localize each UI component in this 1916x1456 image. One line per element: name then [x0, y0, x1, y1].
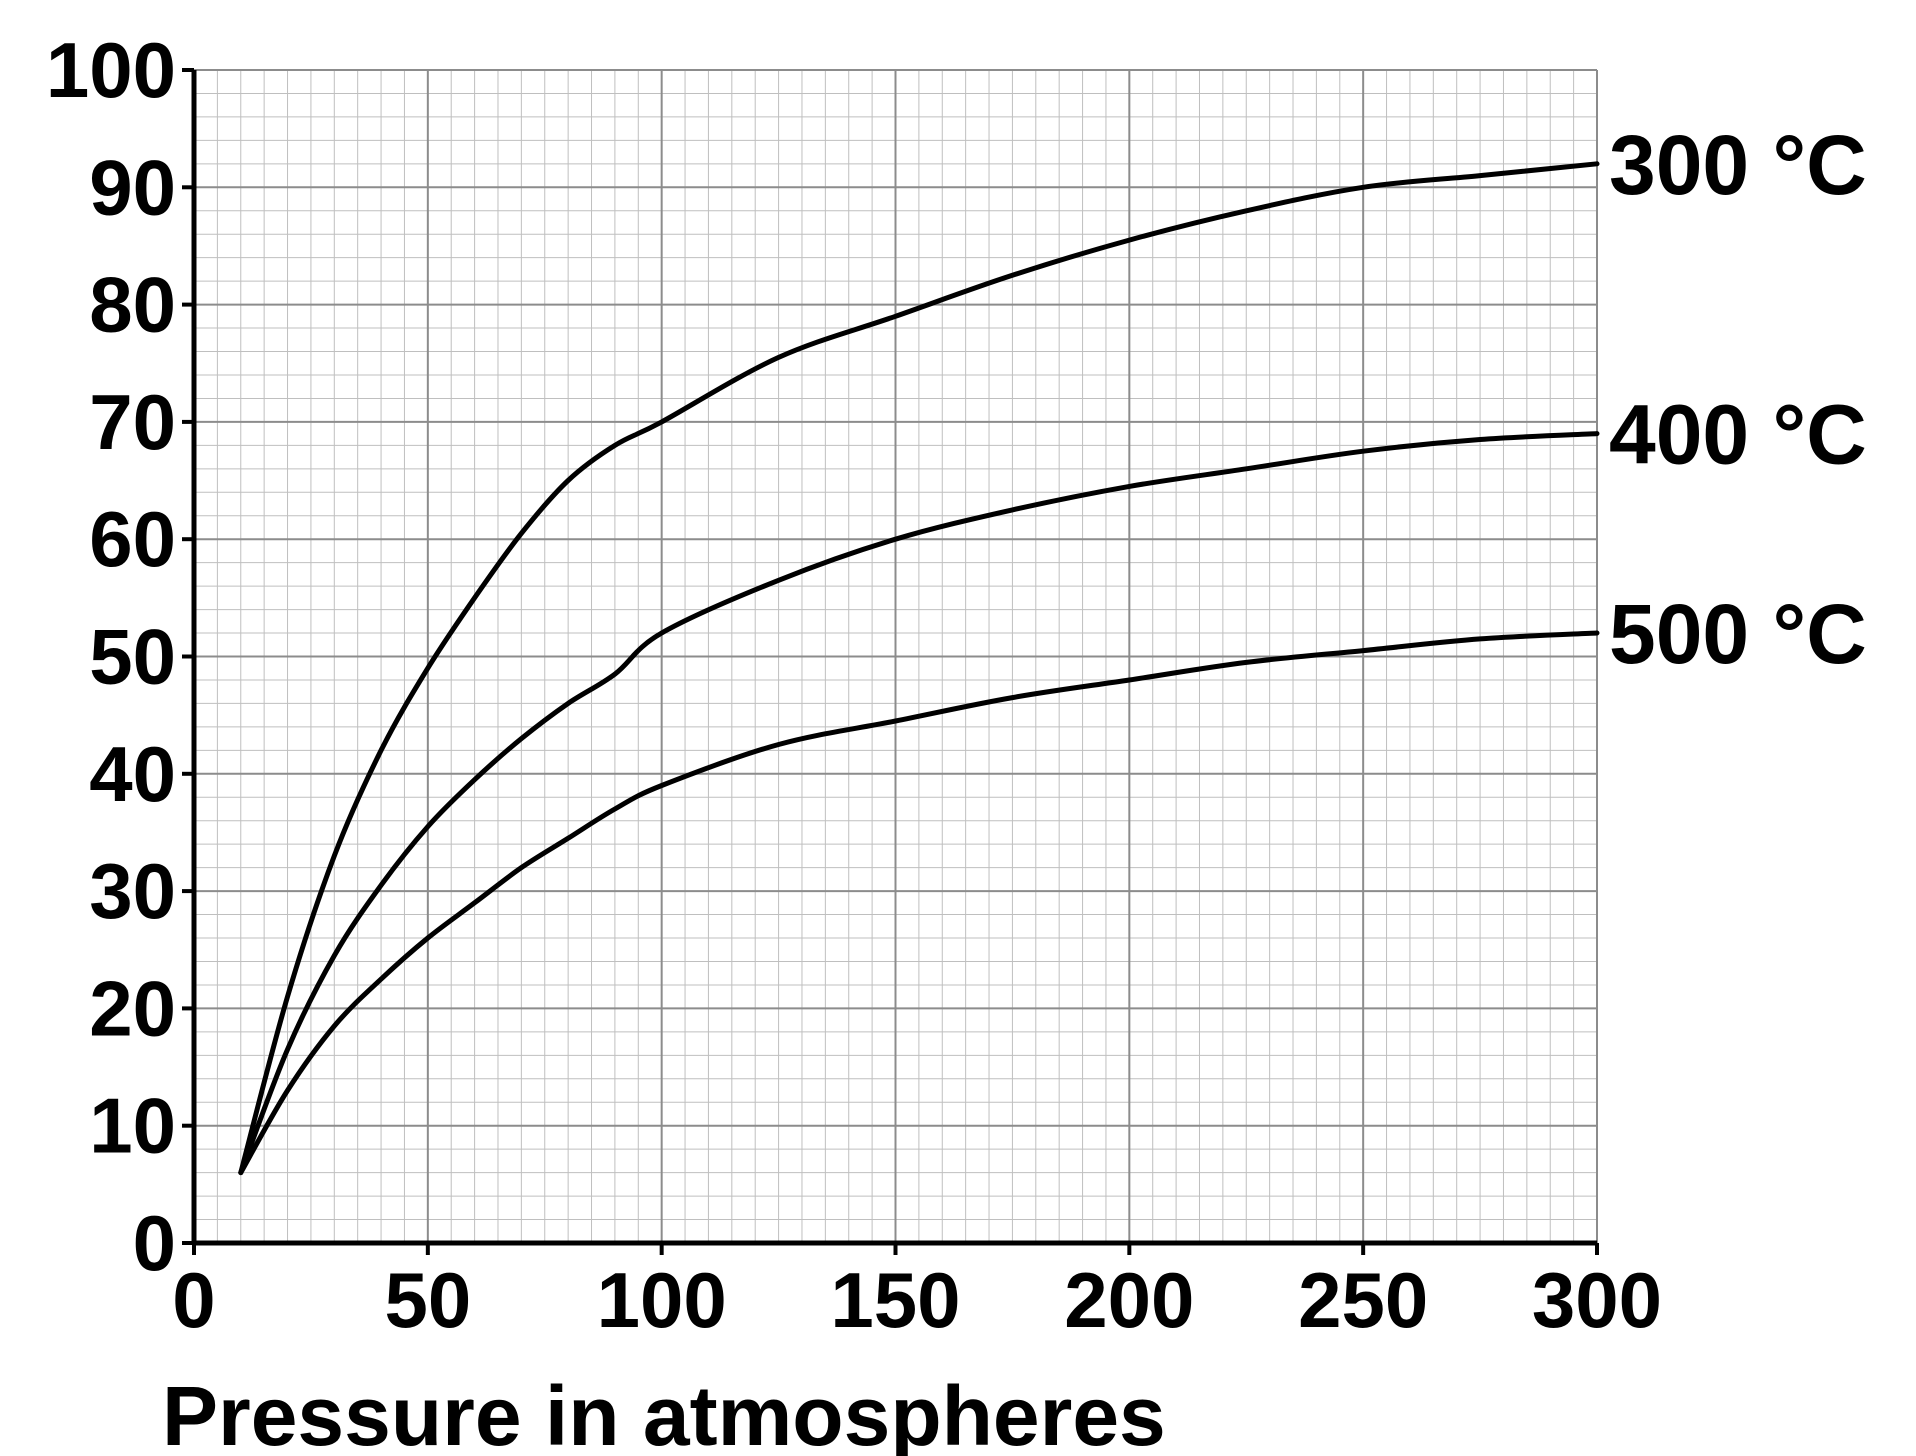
x-tick-label: 200	[1064, 1256, 1194, 1344]
y-tick-label: 60	[89, 495, 176, 583]
x-tick-label: 300	[1532, 1256, 1662, 1344]
y-tick-label: 40	[89, 730, 176, 818]
y-tick-label: 70	[89, 378, 176, 466]
x-tick-label: 250	[1298, 1256, 1428, 1344]
series-label-500-c: 500 °C	[1609, 587, 1867, 681]
series-label-400-c: 400 °C	[1609, 388, 1867, 482]
y-tick-label: 80	[89, 261, 176, 349]
series-line-400-c	[238, 431, 1600, 1176]
x-tick-label: 150	[830, 1256, 960, 1344]
x-tick-label: 50	[384, 1256, 471, 1344]
grid	[193, 69, 1598, 1244]
y-tick-label: 90	[89, 143, 176, 231]
labels: 0 10 20 30 40 50 60 70 80 90 100 0 50 100 150 200 250 300…	[46, 26, 1867, 1344]
x-tick-label: 100	[597, 1256, 727, 1344]
series-lines	[238, 161, 1600, 1176]
y-tick-label: 100	[46, 26, 176, 114]
y-tick-label: 30	[89, 847, 176, 935]
series-line-300-c	[238, 161, 1600, 1176]
x-tick-label: 0	[172, 1256, 215, 1344]
series-line-500-c	[238, 630, 1600, 1176]
series-label-300-c: 300 °C	[1609, 118, 1867, 212]
y-tick-label: 50	[89, 613, 176, 701]
y-tick-label: 10	[89, 1082, 176, 1170]
x-axis-title: Pressure in atmospheres	[162, 1369, 1166, 1456]
y-tick-label: 0	[133, 1199, 176, 1287]
axes	[182, 68, 1599, 1255]
y-tick-label: 20	[89, 964, 176, 1052]
